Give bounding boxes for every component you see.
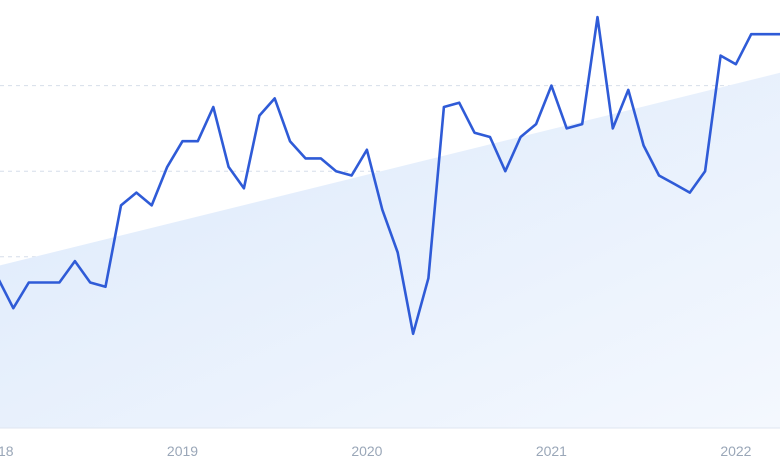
- data-point: [42, 281, 46, 285]
- data-point: [319, 156, 323, 160]
- data-point: [565, 126, 569, 130]
- data-point: [257, 114, 261, 118]
- data-point: [181, 139, 185, 143]
- x-tick-label: 2021: [536, 443, 567, 459]
- data-point: [73, 259, 77, 263]
- data-point: [611, 126, 615, 130]
- data-point: [642, 144, 646, 148]
- data-point: [11, 306, 15, 310]
- data-point: [396, 251, 400, 255]
- data-point: [703, 169, 707, 173]
- data-point: [411, 332, 415, 336]
- data-point: [150, 203, 154, 207]
- data-point: [626, 88, 630, 92]
- data-point: [227, 165, 231, 169]
- x-axis-ticks: 2018 2019 2020 2021 2022: [0, 443, 752, 459]
- data-point: [196, 139, 200, 143]
- x-tick-label: 2022: [720, 443, 751, 459]
- data-point: [288, 139, 292, 143]
- data-point: [365, 148, 369, 152]
- data-point: [304, 156, 308, 160]
- data-point: [765, 32, 769, 36]
- data-point: [549, 84, 553, 88]
- data-point: [242, 186, 246, 190]
- data-point: [273, 96, 277, 100]
- data-point: [457, 101, 461, 105]
- data-point: [488, 135, 492, 139]
- data-point: [88, 281, 92, 285]
- data-point: [473, 131, 477, 135]
- data-point: [104, 285, 108, 289]
- data-point: [688, 191, 692, 195]
- data-point: [734, 62, 738, 66]
- data-point: [442, 105, 446, 109]
- data-point: [211, 105, 215, 109]
- x-tick-label: 2020: [351, 443, 382, 459]
- data-point: [503, 169, 507, 173]
- data-point: [119, 203, 123, 207]
- data-point: [334, 169, 338, 173]
- data-point: [580, 122, 584, 126]
- data-point: [673, 182, 677, 186]
- data-point: [134, 191, 138, 195]
- x-tick-label: 2018: [0, 443, 14, 459]
- data-point: [519, 135, 523, 139]
- data-point: [57, 281, 61, 285]
- data-point: [165, 165, 169, 169]
- data-point: [749, 32, 753, 36]
- data-point: [350, 174, 354, 178]
- data-point: [27, 281, 31, 285]
- data-point: [657, 174, 661, 178]
- data-point: [719, 54, 723, 58]
- trend-area: [0, 72, 780, 428]
- series-line: [0, 15, 780, 336]
- data-point: [596, 15, 600, 19]
- data-point: [534, 122, 538, 126]
- data-point: [426, 276, 430, 280]
- x-tick-label: 2019: [167, 443, 198, 459]
- data-point: [380, 208, 384, 212]
